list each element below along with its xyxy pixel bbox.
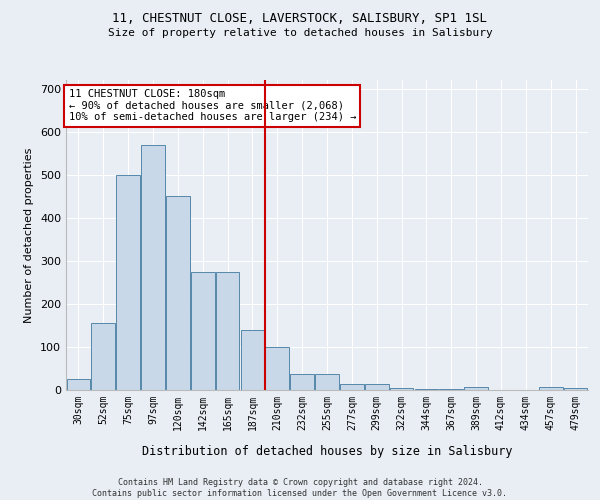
Bar xyxy=(439,388,463,390)
Bar xyxy=(166,196,190,390)
Bar xyxy=(365,384,389,390)
Bar xyxy=(415,388,438,390)
Bar xyxy=(216,272,239,390)
Bar xyxy=(91,324,115,390)
Bar xyxy=(191,272,215,390)
Text: Contains HM Land Registry data © Crown copyright and database right 2024.
Contai: Contains HM Land Registry data © Crown c… xyxy=(92,478,508,498)
Bar xyxy=(116,174,140,390)
Bar xyxy=(67,379,90,390)
Text: 11 CHESTNUT CLOSE: 180sqm
← 90% of detached houses are smaller (2,068)
10% of se: 11 CHESTNUT CLOSE: 180sqm ← 90% of detac… xyxy=(68,90,356,122)
Bar xyxy=(241,330,264,390)
Bar xyxy=(290,374,314,390)
Bar xyxy=(265,347,289,390)
Text: Size of property relative to detached houses in Salisbury: Size of property relative to detached ho… xyxy=(107,28,493,38)
Bar xyxy=(539,386,563,390)
Bar xyxy=(390,388,413,390)
Bar xyxy=(464,386,488,390)
Text: 11, CHESTNUT CLOSE, LAVERSTOCK, SALISBURY, SP1 1SL: 11, CHESTNUT CLOSE, LAVERSTOCK, SALISBUR… xyxy=(113,12,487,26)
Text: Distribution of detached houses by size in Salisbury: Distribution of detached houses by size … xyxy=(142,444,512,458)
Y-axis label: Number of detached properties: Number of detached properties xyxy=(25,148,34,322)
Bar xyxy=(315,374,339,390)
Bar xyxy=(340,384,364,390)
Bar xyxy=(564,388,587,390)
Bar xyxy=(141,144,165,390)
